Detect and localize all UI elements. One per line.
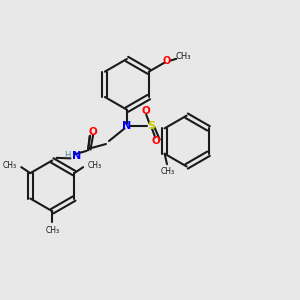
Text: N: N [72,151,82,161]
Text: CH₃: CH₃ [160,167,175,176]
Text: H: H [64,152,70,160]
Text: CH₃: CH₃ [176,52,191,61]
Text: CH₃: CH₃ [88,161,102,170]
Text: N: N [122,121,131,131]
Text: CH₃: CH₃ [3,161,17,170]
Text: CH₃: CH₃ [45,226,59,235]
Text: O: O [152,136,161,146]
Text: O: O [88,127,97,137]
Text: O: O [163,56,171,66]
Text: O: O [141,106,150,116]
Text: S: S [147,121,155,131]
